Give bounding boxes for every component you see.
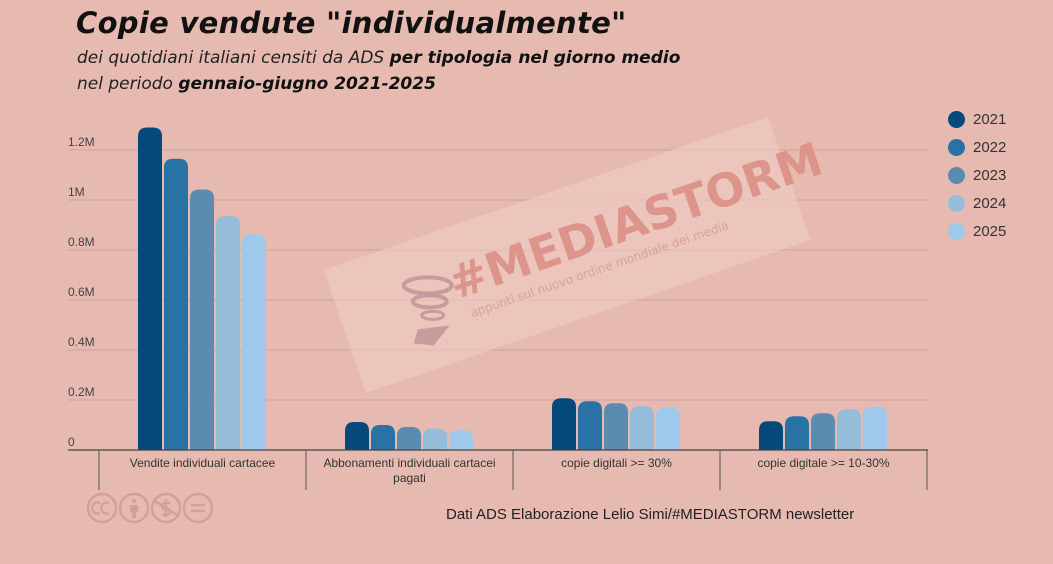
chart-subtitle-line-1: dei quotidiani italiani censiti da ADS p… [77,48,680,68]
tornado-logo-icon [401,275,454,346]
legend-label: 2023 [973,166,1007,184]
subtitle-2-plain: nel periodo [77,74,179,94]
legend-swatch [948,194,965,212]
legend-item-2025[interactable]: 2025 [948,221,1006,241]
y-tick-label: 1.2M [68,135,95,149]
bar-2025-3[interactable] [656,407,680,451]
bar-2022-1[interactable] [164,158,188,450]
legend-label: 2022 [973,138,1007,156]
bar-2021-4[interactable] [759,421,783,450]
x-tick-label: Vendite individuali cartacee [130,456,276,470]
legend-item-2023[interactable]: 2023 [948,165,1006,185]
chart-title: Copie vendute "individualmente" [76,6,627,40]
x-tick-label: copie digitale >= 10-30% [757,456,889,470]
bar-2023-1[interactable] [190,189,214,451]
x-tick-label: copie digitali >= 30% [561,456,672,470]
bar-2024-3[interactable] [630,406,654,450]
y-tick-label: 0.8M [68,235,95,249]
legend-swatch [948,166,965,184]
bar-2024-2[interactable] [423,428,447,451]
subtitle-1-bold: per tipologia nel giorno medio [389,48,681,68]
legend-label: 2024 [973,194,1007,212]
cc-license-badge [86,492,214,524]
watermark-band [323,117,811,393]
bar-2024-1[interactable] [216,216,240,450]
bar-2021-1[interactable] [138,127,162,451]
legend-swatch [948,138,965,156]
source-credit: Dati ADS Elaborazione Lelio Simi/#MEDIAS… [446,506,855,523]
legend-swatch [948,222,965,240]
legend-item-2021[interactable]: 2021 [948,109,1006,129]
x-tick-label: pagati [393,471,426,485]
noncommercial-icon [150,492,182,524]
bar-2021-2[interactable] [345,422,369,450]
y-tick-label: 0.6M [68,285,95,299]
x-axis: Vendite individuali cartacee Abbonamenti … [68,449,928,490]
y-tick-label: 0 [68,435,75,449]
attribution-icon [118,492,150,524]
bar-2025-1[interactable] [242,234,266,451]
bar-2025-4[interactable] [863,406,887,450]
bars [138,127,887,451]
y-axis-labels: 0 0.2M 0.4M 0.6M 0.8M 1M 1.2M [68,135,95,449]
bar-2023-4[interactable] [811,413,835,450]
noderivatives-icon [182,492,214,524]
y-tick-label: 0.2M [68,385,95,399]
subtitle-2-bold: gennaio-giugno 2021-2025 [178,74,436,94]
bar-2025-2[interactable] [449,430,473,450]
bar-2023-3[interactable] [604,403,628,450]
legend-item-2022[interactable]: 2022 [948,137,1006,157]
subtitle-1-plain: dei quotidiani italiani censiti da ADS [77,48,390,68]
cc-icon [86,492,118,524]
y-tick-label: 1M [68,185,85,199]
bar-2022-4[interactable] [785,416,809,450]
bar-2021-3[interactable] [552,398,576,450]
bar-2024-4[interactable] [837,409,861,450]
bar-2022-3[interactable] [578,401,602,450]
legend-label: 2025 [973,222,1007,240]
x-tick-label: Abbonamenti individuali cartacei [323,456,495,470]
bar-2023-2[interactable] [397,427,421,450]
legend-item-2024[interactable]: 2024 [948,193,1006,213]
chart-subtitle-line-2: nel periodo gennaio-giugno 2021-2025 [77,74,436,94]
legend-label: 2021 [973,110,1007,128]
y-tick-label: 0.4M [68,335,95,349]
legend-swatch [948,110,965,128]
bar-2022-2[interactable] [371,425,395,450]
